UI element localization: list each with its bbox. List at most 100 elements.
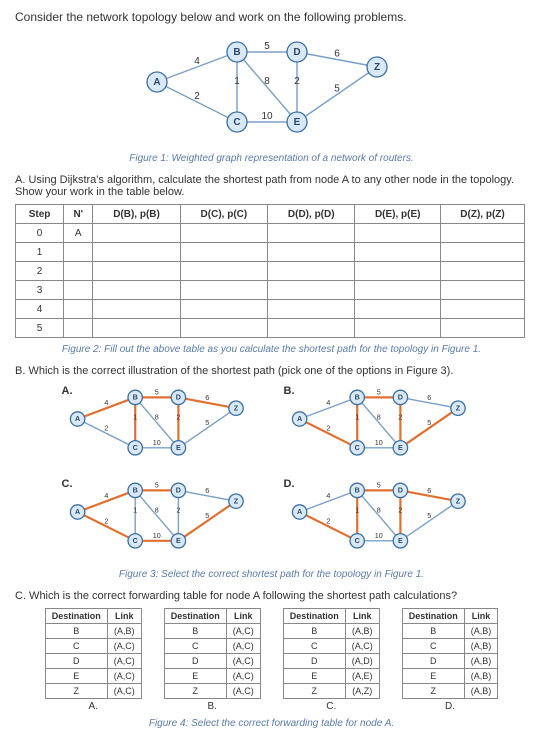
fwd-table-cell: (A,D) xyxy=(345,654,379,669)
fwd-table-label: B. xyxy=(164,701,261,712)
svg-text:5: 5 xyxy=(427,418,431,427)
step-table-cell xyxy=(441,300,525,319)
step-table-cell xyxy=(93,243,180,262)
option-label: C. xyxy=(62,478,73,490)
fwd-table-cell: C xyxy=(283,639,345,654)
svg-text:B: B xyxy=(132,486,137,495)
svg-text:2: 2 xyxy=(326,423,330,432)
svg-text:10: 10 xyxy=(261,111,273,122)
step-table-cell xyxy=(355,319,441,338)
step-table-cell xyxy=(180,262,267,281)
step-table-cell xyxy=(355,262,441,281)
step-table-cell xyxy=(93,319,180,338)
forwarding-table-option-c[interactable]: DestinationLinkB(A,B)C(A,C)D(A,D)E(A,E)Z… xyxy=(283,608,380,712)
fwd-table-header: Destination xyxy=(164,609,226,624)
figure3-caption: Figure 3: Select the correct shortest pa… xyxy=(15,569,528,580)
step-table-cell xyxy=(268,224,355,243)
step-table-cell xyxy=(180,224,267,243)
step-table-cell: 1 xyxy=(16,243,64,262)
figure2-caption: Figure 2: Fill out the above table as yo… xyxy=(15,344,528,355)
fwd-table-header: Link xyxy=(345,609,379,624)
svg-text:5: 5 xyxy=(205,418,209,427)
svg-text:4: 4 xyxy=(104,398,108,407)
svg-text:2: 2 xyxy=(104,423,108,432)
svg-text:1: 1 xyxy=(355,413,359,422)
step-table-cell: A xyxy=(64,224,93,243)
step-table-cell xyxy=(268,319,355,338)
step-table-cell xyxy=(268,281,355,300)
step-table-cell xyxy=(355,281,441,300)
option-label: A. xyxy=(62,385,73,397)
fwd-table-cell: E xyxy=(402,669,464,684)
step-table-cell: 4 xyxy=(16,300,64,319)
svg-text:1: 1 xyxy=(234,76,240,87)
fwd-table-header: Link xyxy=(464,609,498,624)
fwd-table-cell: (A,B) xyxy=(464,654,498,669)
step-table-cell xyxy=(180,243,267,262)
step-table-header: D(E), p(E) xyxy=(355,205,441,224)
step-table-header: D(Z), p(Z) xyxy=(441,205,525,224)
svg-text:B: B xyxy=(354,486,359,495)
svg-text:E: E xyxy=(176,536,181,545)
fwd-table-cell: C xyxy=(164,639,226,654)
fwd-table-cell: C xyxy=(402,639,464,654)
fwd-table-cell: Z xyxy=(45,684,107,699)
svg-text:5: 5 xyxy=(154,480,158,489)
step-table-cell xyxy=(180,281,267,300)
option-label: B. xyxy=(284,385,295,397)
step-table-cell: 0 xyxy=(16,224,64,243)
shortest-path-option-c[interactable]: C.4251810265ABDZCE xyxy=(56,476,266,563)
forwarding-table-option-b[interactable]: DestinationLinkB(A,C)C(A,C)D(A,C)E(A,C)Z… xyxy=(164,608,261,712)
svg-text:4: 4 xyxy=(326,491,330,500)
fwd-table-label: C. xyxy=(283,701,380,712)
forwarding-table-option-a[interactable]: DestinationLinkB(A,B)C(A,C)D(A,C)E(A,C)Z… xyxy=(45,608,142,712)
fwd-table-cell: E xyxy=(164,669,226,684)
svg-text:2: 2 xyxy=(398,413,402,422)
figure1-caption: Figure 1: Weighted graph representation … xyxy=(15,153,528,164)
svg-text:8: 8 xyxy=(376,413,380,422)
step-table-cell xyxy=(64,243,93,262)
step-table-header: D(B), p(B) xyxy=(93,205,180,224)
forwarding-tables-row: DestinationLinkB(A,B)C(A,C)D(A,C)E(A,C)Z… xyxy=(15,608,528,712)
fwd-table-cell: (A,B) xyxy=(345,624,379,639)
fwd-table-cell: Z xyxy=(283,684,345,699)
fwd-table-cell: B xyxy=(164,624,226,639)
fwd-table-cell: D xyxy=(45,654,107,669)
shortest-path-option-b[interactable]: B.4251810265ABDZCE xyxy=(278,383,488,470)
svg-text:D: D xyxy=(397,486,402,495)
fwd-table-cell: (A,C) xyxy=(226,669,260,684)
svg-text:D: D xyxy=(397,393,402,402)
svg-text:A: A xyxy=(74,507,79,516)
fwd-table-cell: (A,C) xyxy=(226,639,260,654)
fwd-table-cell: (A,C) xyxy=(345,639,379,654)
fwd-table-cell: (A,B) xyxy=(464,684,498,699)
step-table-header: N' xyxy=(64,205,93,224)
shortest-path-option-a[interactable]: A.4251810265ABDZCE xyxy=(56,383,266,470)
step-table-cell xyxy=(93,224,180,243)
fwd-table-cell: C xyxy=(45,639,107,654)
fwd-table-cell: (A,C) xyxy=(107,684,141,699)
fwd-table-header: Link xyxy=(226,609,260,624)
fwd-table-cell: Z xyxy=(164,684,226,699)
forwarding-table-option-d[interactable]: DestinationLinkB(A,B)C(A,B)D(A,B)E(A,B)Z… xyxy=(402,608,499,712)
option-graph: 4251810265ABDZCE xyxy=(278,383,488,467)
shortest-path-option-d[interactable]: D.4251810265ABDZCE xyxy=(278,476,488,563)
svg-text:5: 5 xyxy=(376,480,380,489)
svg-text:A: A xyxy=(296,414,301,423)
part-c-text: C. Which is the correct forwarding table… xyxy=(15,590,528,602)
fwd-table-header: Destination xyxy=(45,609,107,624)
fwd-table-cell: D xyxy=(402,654,464,669)
svg-text:D: D xyxy=(175,393,180,402)
svg-text:E: E xyxy=(293,117,300,128)
fwd-table-cell: (A,C) xyxy=(226,654,260,669)
fwd-table-header: Destination xyxy=(402,609,464,624)
step-table-cell: 2 xyxy=(16,262,64,281)
svg-text:C: C xyxy=(354,536,359,545)
svg-text:6: 6 xyxy=(205,393,209,402)
step-table-cell xyxy=(64,319,93,338)
svg-text:2: 2 xyxy=(176,413,180,422)
fwd-table-cell: (A,B) xyxy=(464,669,498,684)
fwd-table-cell: (A,C) xyxy=(107,669,141,684)
svg-text:5: 5 xyxy=(427,511,431,520)
svg-text:E: E xyxy=(176,443,181,452)
